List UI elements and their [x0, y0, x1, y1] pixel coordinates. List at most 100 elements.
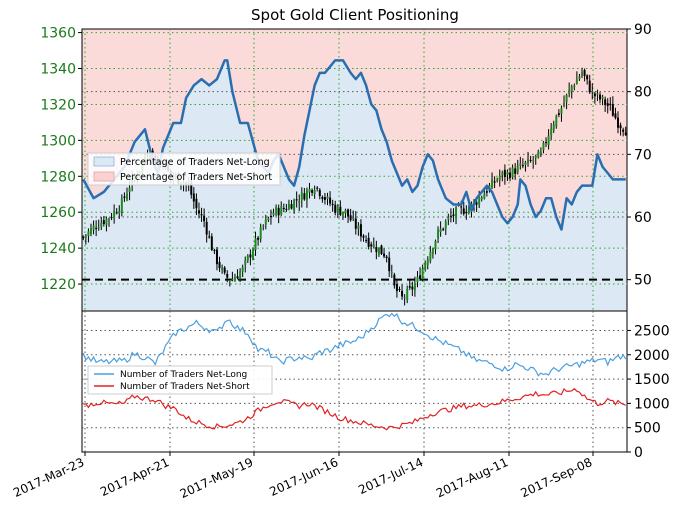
- net-long-bar: [439, 185, 443, 311]
- net-short-bar: [308, 29, 312, 111]
- net-short-bar: [166, 29, 170, 136]
- net-long-bar: [315, 79, 319, 311]
- net-short-bar: [465, 29, 468, 192]
- net-long-bar: [261, 166, 265, 311]
- candle-body: [125, 193, 128, 200]
- net-long-bar: [359, 72, 363, 312]
- candle-body: [545, 142, 548, 144]
- net-short-count-line: [83, 387, 626, 431]
- candle-body: [511, 167, 514, 178]
- net-short-bar: [351, 29, 355, 76]
- net-short-bar: [470, 29, 474, 211]
- net-short-bar: [84, 29, 88, 185]
- candle-body: [303, 193, 306, 200]
- x-tick-label: 2017-May-19: [178, 455, 256, 501]
- net-short-bar: [462, 29, 466, 199]
- chart-title: Spot Gold Client Positioning: [251, 6, 459, 24]
- net-short-bar: [521, 29, 525, 183]
- net-long-bar: [326, 69, 330, 311]
- net-short-bar: [223, 29, 227, 61]
- net-short-bar: [171, 29, 175, 123]
- candle-body: [426, 259, 429, 265]
- net-long-bar: [349, 72, 353, 312]
- net-short-bar: [251, 29, 255, 142]
- net-long-bar: [223, 60, 227, 311]
- candle-body: [151, 150, 154, 153]
- net-long-bar: [490, 191, 494, 311]
- net-long-bar: [588, 185, 592, 311]
- net-long-bar: [382, 135, 386, 311]
- net-long-bar: [611, 179, 615, 311]
- legend-swatch-net-long: [93, 156, 115, 167]
- net-short-bar: [277, 29, 281, 155]
- net-short-bar: [575, 29, 579, 192]
- candle-body: [503, 169, 506, 177]
- net-short-bar: [339, 29, 342, 61]
- net-short-bar: [588, 29, 592, 186]
- net-long-bar: [143, 129, 147, 311]
- x-tick-label: 2017-Aug-11: [434, 455, 510, 501]
- candle-body: [467, 208, 470, 213]
- net-short-bar: [241, 29, 245, 123]
- net-long-bar: [308, 110, 312, 311]
- net-short-bar: [583, 29, 587, 186]
- net-long-bar: [346, 68, 350, 311]
- candle-body: [570, 86, 573, 92]
- candle-body: [218, 261, 221, 269]
- net-short-bar: [218, 29, 222, 73]
- net-long-bar: [128, 154, 132, 311]
- bottom-panel: 0 500 1000 1500 2000 2500 Number of Traders N…: [81, 310, 670, 461]
- net-long-bar: [153, 166, 157, 311]
- candle-body: [483, 193, 486, 199]
- net-long-bar: [429, 157, 432, 311]
- net-short-bar: [552, 29, 556, 208]
- net-long-bar: [231, 91, 234, 311]
- net-long-bar: [264, 170, 268, 311]
- net-short-bar: [344, 29, 348, 65]
- net-long-bar: [470, 210, 474, 311]
- net-long-bar: [272, 160, 276, 311]
- net-short-bar: [238, 29, 242, 123]
- net-long-bar: [501, 217, 504, 311]
- net-long-bar: [295, 176, 299, 311]
- net-short-bar: [529, 29, 533, 205]
- candle-body: [395, 284, 398, 292]
- net-long-bar: [498, 210, 502, 311]
- net-long-bar: [323, 72, 327, 312]
- net-long-bar: [357, 76, 360, 311]
- price-tick-label: 1320: [40, 97, 76, 113]
- candle-body: [493, 181, 496, 183]
- net-short-bar: [418, 29, 422, 177]
- net-long-count-line: [82, 312, 627, 377]
- net-short-bar: [421, 29, 425, 167]
- net-long-bar: [560, 229, 564, 311]
- candle-body: [215, 249, 218, 265]
- candle-body: [377, 248, 380, 255]
- net-long-bar: [228, 76, 232, 311]
- candle-body: [506, 171, 509, 175]
- net-short-bar: [102, 29, 106, 192]
- net-short-bar: [135, 29, 139, 139]
- net-short-bar: [390, 29, 394, 161]
- net-long-bar: [375, 110, 378, 311]
- net-long-bar: [339, 60, 342, 311]
- net-long-bar: [120, 170, 124, 311]
- net-long-bar: [130, 148, 134, 311]
- candle-body: [421, 268, 424, 280]
- net-long-bar: [441, 191, 445, 311]
- net-short-bar: [292, 29, 296, 186]
- candle-body: [393, 274, 396, 286]
- candle-body: [298, 201, 301, 204]
- price-tick-label: 1300: [40, 133, 76, 149]
- net-short-bar: [297, 29, 301, 167]
- candle-body: [401, 290, 404, 297]
- net-short-bar: [624, 29, 628, 180]
- net-long-bar: [614, 179, 618, 311]
- pct-tick-label: 90: [634, 22, 652, 38]
- candle-body: [447, 217, 450, 220]
- candle-body: [563, 102, 566, 106]
- candle-body: [557, 113, 560, 115]
- net-long-bar: [609, 176, 612, 311]
- net-long-bar: [251, 141, 255, 311]
